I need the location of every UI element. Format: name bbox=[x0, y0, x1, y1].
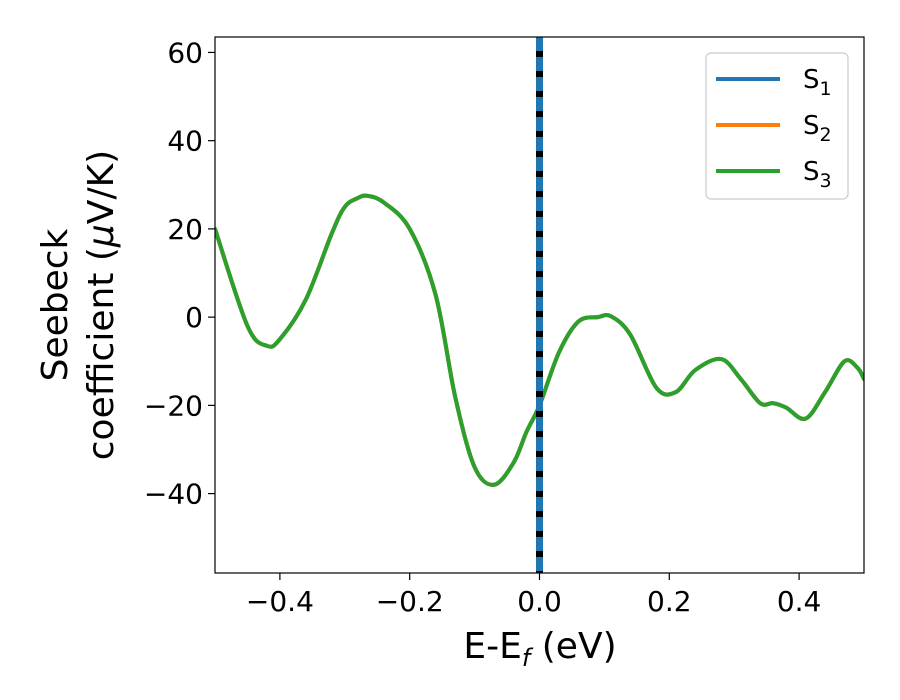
y-axis-label-line2-post: V/K) bbox=[81, 150, 122, 224]
y-axis-label-line1: Seebeck bbox=[35, 228, 76, 381]
x-tick-label: −0.4 bbox=[246, 585, 314, 618]
x-axis-label-main: E-E bbox=[463, 626, 521, 667]
y-axis-label-line2: coefficient (μV/K) bbox=[81, 150, 122, 460]
x-tick-label: 0.2 bbox=[647, 585, 692, 618]
x-axis-label: E-Ef (eV) bbox=[463, 626, 616, 672]
legend: S1 S2 S3 bbox=[705, 52, 849, 200]
x-tick-label: 0.4 bbox=[777, 585, 822, 618]
legend-label-s3: S3 bbox=[803, 157, 832, 192]
legend-label-s2: S2 bbox=[803, 111, 832, 146]
x-axis-label-unit: (eV) bbox=[530, 626, 616, 667]
y-tick-label: 60 bbox=[167, 36, 203, 69]
y-axis-label-line2-pre: coefficient ( bbox=[81, 247, 122, 460]
y-axis-label: Seebeck coefficient (μV/K) bbox=[35, 150, 122, 460]
x-axis-ticks: −0.4 −0.2 0.0 0.2 0.4 bbox=[246, 573, 821, 618]
y-tick-label: −20 bbox=[144, 389, 203, 422]
legend-label-s1: S1 bbox=[803, 65, 832, 100]
y-tick-label: 0 bbox=[185, 301, 203, 334]
y-axis-label-mu: μ bbox=[81, 224, 122, 248]
y-axis-ticks: −40 −20 0 20 40 60 bbox=[144, 36, 215, 511]
y-tick-label: 20 bbox=[167, 213, 203, 246]
y-tick-label: 40 bbox=[167, 125, 203, 158]
y-tick-label: −40 bbox=[144, 478, 203, 511]
x-tick-label: −0.2 bbox=[376, 585, 444, 618]
x-tick-label: 0.0 bbox=[517, 585, 562, 618]
